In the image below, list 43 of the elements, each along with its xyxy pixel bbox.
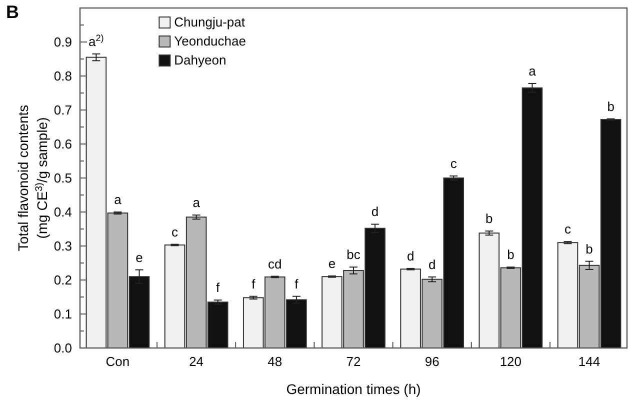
x-tick-label: Con bbox=[106, 354, 130, 369]
y-tick-label: 0.3 bbox=[54, 238, 72, 254]
annotation: b bbox=[486, 211, 493, 226]
annotation: e bbox=[136, 250, 143, 265]
y-tick-label: 0.9 bbox=[54, 34, 72, 50]
annotation: e bbox=[328, 256, 336, 271]
y-tick-label: 0.1 bbox=[54, 306, 72, 322]
x-tick-label: 72 bbox=[346, 354, 361, 369]
x-tick-label: 96 bbox=[424, 354, 440, 369]
legend-label: Yeonduchae bbox=[174, 34, 246, 49]
y-tick-label: 0.4 bbox=[54, 204, 72, 220]
annotation: cd bbox=[268, 256, 282, 272]
y-tick-label: 0.2 bbox=[54, 272, 72, 288]
legend-label: Dahyeon bbox=[174, 52, 226, 68]
annotation: bc bbox=[346, 247, 361, 262]
y-tick-label: 0.7 bbox=[54, 102, 72, 118]
legend-label: Chungju-pat bbox=[174, 14, 246, 30]
y-tick-label: 0.5 bbox=[54, 170, 72, 186]
annotation: b bbox=[607, 98, 614, 114]
annotation: f bbox=[294, 276, 299, 292]
text: B bbox=[6, 2, 19, 22]
x-tick-label: 120 bbox=[500, 354, 522, 369]
annotation: b bbox=[586, 241, 593, 256]
annotation: b bbox=[507, 247, 514, 262]
annotation: a bbox=[114, 192, 122, 207]
annotation: c bbox=[450, 156, 458, 171]
y-tick-label: 0.8 bbox=[54, 68, 72, 84]
annotation: f bbox=[216, 280, 220, 296]
annotation: c bbox=[172, 224, 179, 240]
x-axis-title: Germination times (h) bbox=[286, 381, 421, 397]
y-tick-label: 0.0 bbox=[54, 340, 72, 356]
annotation: f bbox=[252, 276, 256, 292]
annotation: d bbox=[371, 204, 379, 220]
annotation: a$^{2)}$ bbox=[88, 32, 104, 49]
annotation: d bbox=[428, 256, 436, 272]
y-tick-label: 0.6 bbox=[54, 136, 72, 152]
annotation: d bbox=[406, 248, 414, 264]
annotation: a bbox=[528, 63, 537, 78]
x-tick-label: 48 bbox=[268, 354, 282, 369]
x-tick-label: 144 bbox=[578, 354, 600, 369]
annotation: a bbox=[192, 195, 201, 210]
x-tick-label: 24 bbox=[189, 354, 204, 369]
annotation: c bbox=[564, 222, 572, 237]
